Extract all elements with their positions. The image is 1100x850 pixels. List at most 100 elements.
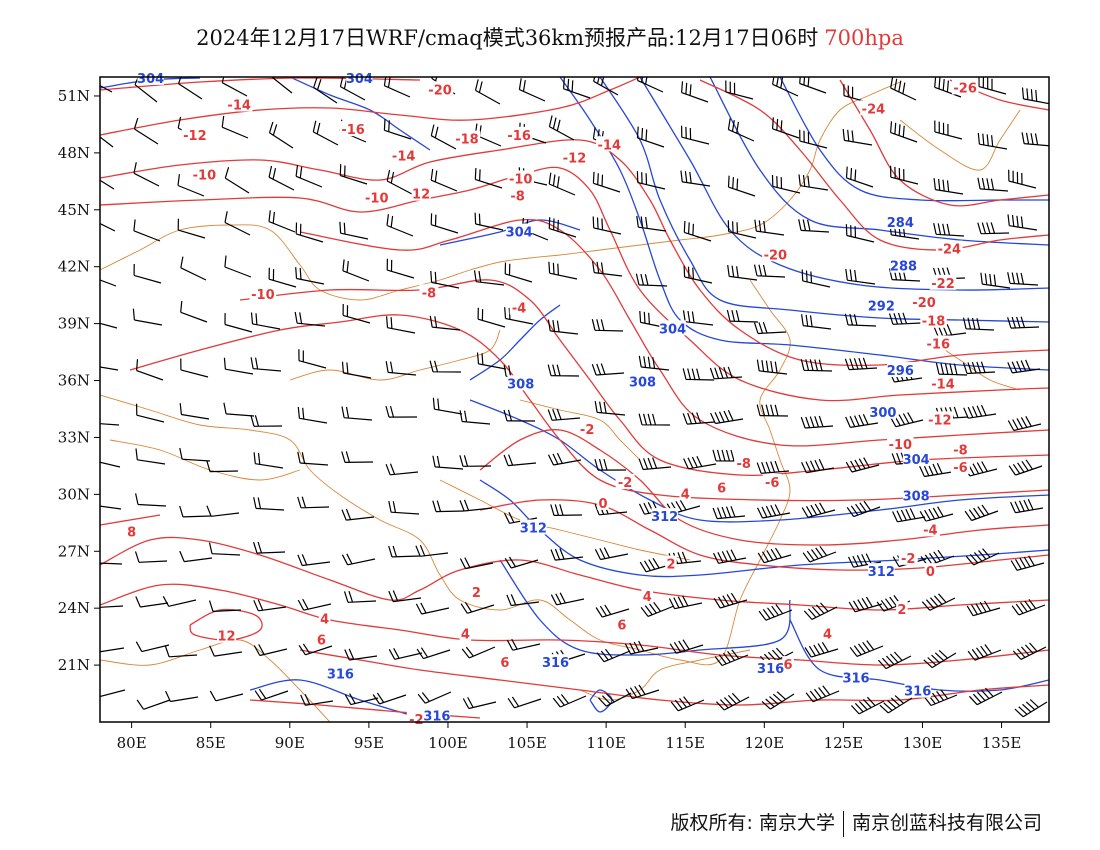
wind-barb [964, 504, 999, 522]
lat-tick-label: 45N [58, 201, 90, 219]
lon-tick-label: 125E [824, 734, 864, 752]
wind-barb [845, 224, 875, 243]
wind-barb [800, 415, 834, 429]
wind-barb [682, 368, 715, 381]
wind-barb [594, 503, 628, 516]
temperature-label-bg [217, 627, 237, 643]
height-label: 308 [507, 377, 534, 392]
wind-barb [504, 262, 533, 283]
temperature-label-bg [936, 240, 963, 256]
temperature-label-bg [499, 654, 511, 670]
latitude-axis: 51N 48N 45N 42N 39N 36N 33N 30N 27N 24N 21N [58, 87, 100, 674]
wind-barb [164, 645, 198, 658]
lat-tick-label: 51N [58, 87, 90, 105]
copyright-partner: 南京创蓝科技有限公司 [851, 812, 1042, 834]
border-line [579, 649, 751, 701]
wind-barb [670, 696, 705, 712]
temperature-label: -8 [422, 286, 436, 301]
temperature-label-bg [920, 521, 940, 537]
height-contour [469, 399, 1049, 523]
height-label-bg [520, 519, 547, 535]
temperature-label: 4 [643, 590, 652, 605]
wind-barb [474, 212, 504, 231]
wind-barb [177, 218, 206, 239]
wind-barb [963, 404, 997, 419]
wind-barb [1021, 132, 1049, 147]
wind-barb [934, 120, 963, 140]
wind-barb [798, 174, 829, 191]
wind-barb [136, 403, 165, 423]
wind-barb [224, 313, 253, 333]
wind-barb [415, 602, 450, 615]
wind-barb [892, 508, 926, 523]
wind-barb [100, 605, 124, 608]
wind-barb [888, 312, 922, 325]
wind-barb [100, 179, 115, 190]
wind-barb [594, 547, 629, 561]
wind-barb [799, 77, 827, 94]
wind-barb [268, 165, 295, 191]
wind-barb [803, 602, 838, 620]
wind-barb [506, 638, 541, 651]
wind-barb [254, 688, 289, 701]
height-label: 304 [659, 322, 686, 337]
temperature-label: -2 [409, 713, 423, 728]
temperature-label: 4 [320, 613, 329, 628]
wind-barb [1011, 598, 1046, 616]
wind-barb [668, 595, 703, 610]
height-labels: 304 304 304 304 308 308 312 312 316 316 316 316 284 2… [137, 69, 931, 724]
wind-barb [757, 547, 792, 564]
wind-barb [968, 687, 1003, 706]
temperature-label: -2 [580, 423, 594, 438]
wind-barb [640, 601, 675, 617]
temperature-label-bg [821, 625, 834, 641]
wind-barb [548, 217, 577, 238]
temperature-label-bg [951, 79, 979, 95]
wind-barb [547, 452, 582, 466]
wind-barb [221, 115, 249, 139]
wind-barb [180, 300, 208, 323]
wind-barb [253, 541, 286, 554]
wind-barb [208, 600, 242, 612]
wind-barb [372, 692, 407, 705]
wind-barb [683, 455, 717, 470]
height-label-bg [869, 403, 897, 419]
wind-barb [341, 406, 373, 421]
height-label-bg [887, 214, 914, 230]
wind-barb [429, 360, 462, 373]
wind-barb [727, 265, 758, 281]
wind-barb [1007, 214, 1038, 231]
wind-barb [298, 643, 333, 656]
temperature-contour [699, 79, 1049, 251]
temperature-label-bg [910, 293, 938, 309]
temperature-contour [100, 166, 1049, 402]
height-label-bg [659, 320, 686, 336]
wind-barb [1008, 459, 1043, 476]
wind-barb [250, 312, 281, 330]
pressure-level: 700hpa [824, 26, 904, 50]
footer-divider [842, 810, 844, 837]
temperature-label-bg [509, 299, 529, 315]
wind-barb [636, 77, 664, 93]
temperature-label: -8 [737, 457, 751, 472]
wind-barb [430, 270, 460, 289]
lon-tick-label: 115E [665, 734, 705, 752]
height-label-bg [842, 669, 870, 685]
wind-barb [682, 412, 716, 425]
wind-barb [714, 649, 749, 667]
lat-tick-label: 36N [58, 372, 90, 390]
wind-barb [474, 79, 501, 105]
wind-barb [133, 162, 160, 187]
wind-barb [460, 601, 495, 614]
temperature-label: 6 [500, 656, 509, 671]
temperature-label: -12 [928, 413, 952, 428]
wind-barb [295, 267, 325, 285]
border-line [100, 81, 901, 301]
wind-barb [980, 272, 1011, 289]
lon-tick-label: 90E [275, 734, 305, 752]
height-label-bg [542, 654, 569, 670]
temperature-label: -10 [889, 438, 913, 453]
wind-barb [715, 692, 750, 711]
wind-barb [962, 361, 996, 375]
wind-barb [681, 81, 709, 103]
